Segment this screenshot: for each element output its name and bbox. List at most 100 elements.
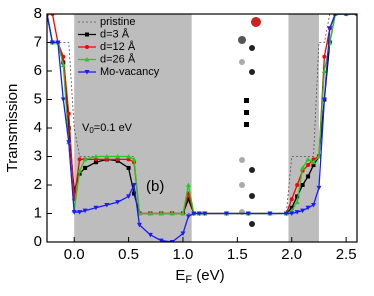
y-tick-label: 3 (34, 147, 42, 164)
atom (239, 157, 245, 163)
atom (249, 167, 255, 173)
marker (300, 183, 305, 187)
ellipsis-dot (244, 110, 249, 115)
marker (300, 165, 306, 170)
y-tick-label: 7 (34, 33, 42, 50)
marker (82, 156, 88, 162)
marker (196, 211, 202, 216)
marker (84, 70, 90, 75)
marker (77, 210, 83, 215)
y-tick-label: 4 (34, 119, 42, 136)
shaded-region (74, 14, 192, 242)
atom (239, 59, 245, 65)
marker (180, 231, 186, 236)
legend-label: d=3 Å (100, 27, 130, 40)
x-tick-label: 1.0 (173, 246, 194, 263)
potential-label: V0=0.1 eV (82, 122, 133, 135)
marker (245, 211, 251, 216)
atom (251, 17, 261, 27)
legend-label: d=12 Å (100, 40, 136, 53)
y-tick-label: 1 (34, 204, 42, 221)
marker (310, 202, 316, 208)
marker (223, 211, 229, 216)
marker (289, 197, 294, 202)
marker (61, 54, 66, 59)
marker (66, 111, 71, 116)
marker (300, 208, 306, 214)
marker (333, 14, 337, 17)
ellipsis-dot (244, 98, 249, 103)
plot-frame (46, 13, 358, 243)
marker (289, 211, 295, 216)
y-axis-label: Transmission (4, 84, 21, 173)
x-axis-label: EF (eV) (175, 267, 224, 286)
marker (85, 45, 89, 49)
x-tick-label: 2.5 (336, 246, 357, 263)
potential-main: V (82, 122, 90, 134)
marker (126, 165, 131, 170)
marker (131, 183, 137, 188)
x-label-unit: (eV) (192, 267, 225, 284)
marker (147, 232, 153, 238)
marker (60, 97, 66, 102)
marker (85, 32, 89, 37)
x-tick-label: 1.5 (227, 246, 248, 263)
y-tick-label: 5 (34, 90, 42, 107)
marker (77, 168, 83, 173)
marker (344, 14, 348, 17)
marker (84, 57, 90, 62)
series-line (47, 14, 357, 214)
atom (239, 182, 245, 188)
marker (180, 211, 186, 216)
y-tick-label: 2 (34, 176, 42, 193)
potential-sub: 0 (89, 126, 94, 135)
marker (49, 40, 55, 45)
marker (158, 238, 164, 242)
y-tick-label: 8 (34, 5, 42, 22)
atom (249, 193, 255, 199)
marker (305, 156, 311, 162)
marker (295, 194, 300, 199)
marker (289, 205, 294, 210)
potential-rest: =0.1 eV (94, 122, 133, 134)
x-label-sub: F (185, 274, 192, 286)
marker (104, 202, 110, 208)
x-label-main: E (175, 267, 185, 284)
marker (169, 211, 175, 216)
marker (104, 154, 110, 159)
marker (191, 211, 197, 216)
marker (321, 97, 327, 102)
y-tick-label: 0 (34, 233, 42, 250)
marker (158, 211, 164, 216)
atom (249, 69, 255, 75)
atom (249, 221, 255, 227)
marker (295, 183, 300, 187)
marker (321, 68, 327, 73)
marker (147, 211, 153, 216)
structure-inset (228, 16, 268, 238)
marker (306, 174, 311, 179)
marker (60, 62, 66, 68)
marker (83, 165, 88, 170)
marker (311, 163, 316, 168)
marker (55, 40, 61, 45)
marker (126, 194, 132, 199)
marker (66, 126, 71, 130)
ellipsis-dot (244, 122, 249, 127)
legend-label: Mo-vacancy (100, 66, 160, 78)
marker (316, 185, 322, 191)
marker (66, 140, 72, 145)
panel-label: (b) (146, 178, 164, 195)
marker (115, 154, 121, 159)
atom (238, 36, 246, 44)
marker (306, 163, 311, 168)
marker (305, 205, 311, 211)
marker (126, 154, 132, 159)
marker (115, 200, 121, 205)
y-tick-label: 6 (34, 62, 42, 79)
x-tick-label: 0.5 (118, 246, 139, 263)
legend-label: pristine (100, 16, 135, 28)
marker (93, 154, 99, 159)
x-tick-label: 2.0 (281, 246, 302, 263)
